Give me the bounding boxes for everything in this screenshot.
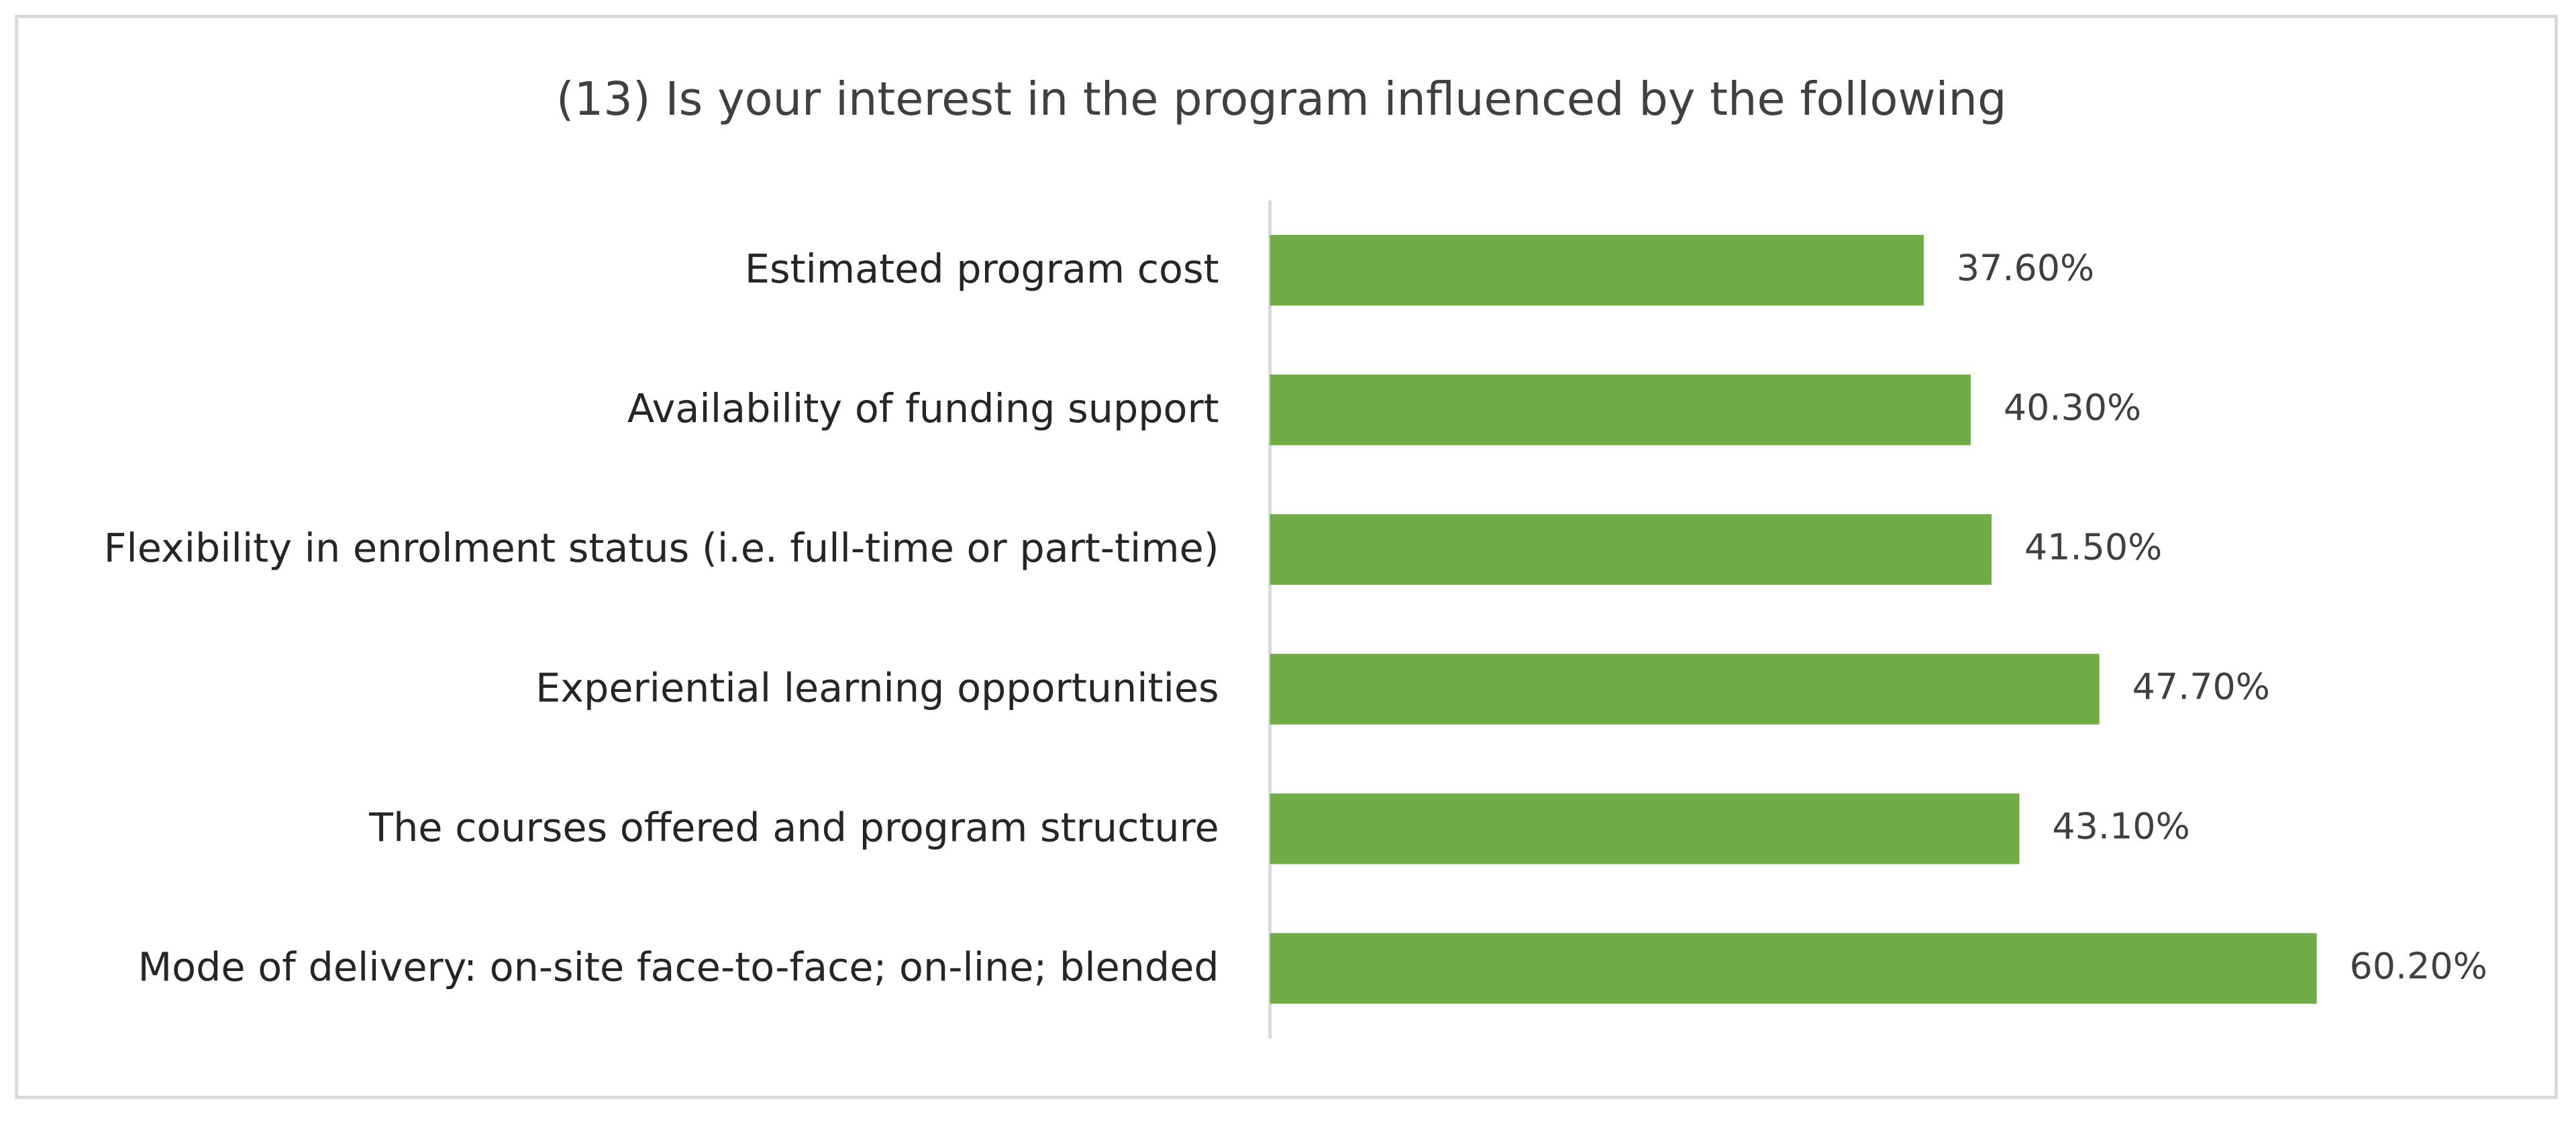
category-label-box: The courses offered and program structur… <box>369 805 1219 852</box>
category-label: The courses offered and program structur… <box>369 805 1219 852</box>
category-label: Availability of funding support <box>627 386 1219 433</box>
bar <box>1270 235 1924 306</box>
value-label: 41.50% <box>2024 526 2162 568</box>
category-label-box: Estimated program cost <box>744 246 1219 293</box>
bar <box>1270 514 1992 585</box>
bar <box>1270 933 2317 1004</box>
category-label: Mode of delivery: on-site face-to-face; … <box>138 944 1219 991</box>
bar <box>1270 374 1971 446</box>
category-label: Experiential learning opportunities <box>535 665 1219 712</box>
value-label: 60.20% <box>2350 945 2487 987</box>
bar <box>1270 654 2100 725</box>
category-label-box: Mode of delivery: on-site face-to-face; … <box>138 944 1219 991</box>
value-label: 40.30% <box>2004 386 2141 428</box>
value-label: 47.70% <box>2132 666 2270 708</box>
chart-title: (13) Is your interest in the program inf… <box>556 72 2007 126</box>
category-label-box: Experiential learning opportunities <box>535 665 1219 712</box>
category-label: Estimated program cost <box>744 246 1219 293</box>
category-label-box: Availability of funding support <box>627 386 1219 433</box>
category-label: Flexibility in enrolment status (i.e. fu… <box>103 525 1219 572</box>
bar <box>1270 793 2020 864</box>
value-label: 43.10% <box>2052 805 2189 848</box>
category-label-box: Flexibility in enrolment status (i.e. fu… <box>103 525 1219 572</box>
value-label: 37.60% <box>1957 246 2094 289</box>
